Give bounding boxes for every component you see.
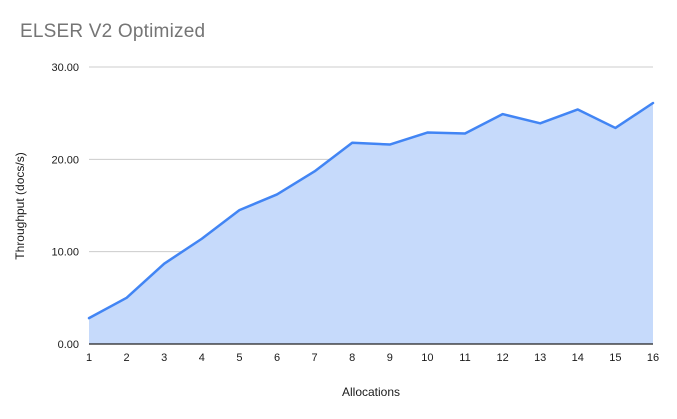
x-tick-label: 1: [86, 352, 92, 364]
x-tick-label: 6: [274, 352, 280, 364]
x-tick-label: 13: [534, 352, 546, 364]
y-tick-label: 20.00: [51, 154, 79, 166]
area-series: [87, 101, 655, 344]
x-tick-label: 11: [459, 352, 470, 364]
x-tick-label: 5: [236, 352, 242, 364]
x-tick-label: 12: [496, 352, 508, 364]
x-tick-label: 9: [387, 352, 393, 364]
series-line: [87, 101, 655, 320]
x-tick-label: 8: [349, 352, 355, 364]
x-tick-label: 2: [124, 352, 130, 364]
x-tick-label: 4: [199, 352, 205, 364]
y-tick-label: 0.00: [58, 339, 79, 351]
x-tick-label: 16: [647, 352, 659, 364]
y-axis-title: Throughput (docs/s): [13, 152, 27, 259]
y-axis-tick-labels: 0.00 10.00 20.00 30.00: [51, 62, 79, 351]
x-tick-label: 7: [312, 352, 318, 364]
chart-title: ELSER V2 Optimized: [20, 21, 206, 42]
series-area-fill: [89, 103, 653, 344]
x-tick-label: 15: [609, 352, 621, 364]
x-tick-label: 10: [421, 352, 433, 364]
x-axis-tick-labels: 1 2 3 4 5 6 7 8 9 10 11 12 13 14 15 16: [86, 352, 659, 364]
y-tick-label: 30.00: [51, 62, 79, 74]
x-axis-title: Allocations: [342, 385, 400, 399]
x-tick-label: 3: [161, 352, 167, 364]
y-tick-label: 10.00: [51, 247, 79, 259]
x-tick-label: 14: [572, 352, 584, 364]
